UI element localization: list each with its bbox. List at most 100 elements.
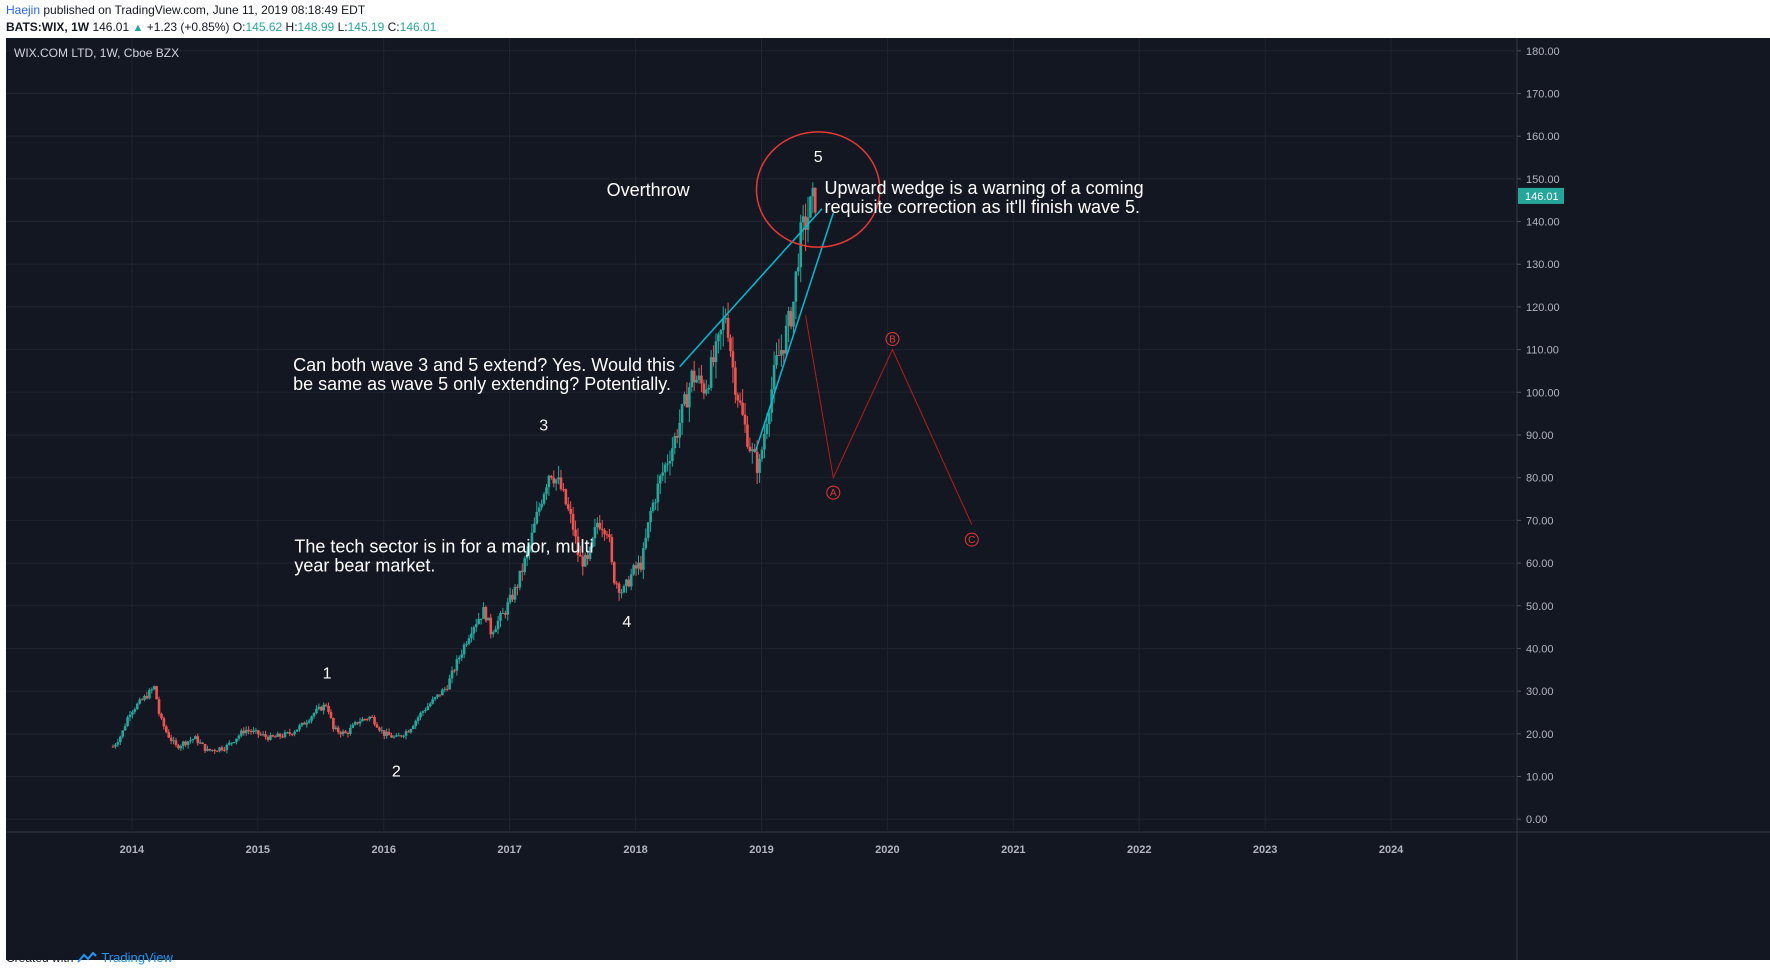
tradingview-brand[interactable]: TradingView (101, 950, 173, 965)
candle-body (126, 717, 129, 727)
candle-body (111, 746, 115, 748)
candle-body (290, 733, 294, 735)
candle-body (116, 742, 120, 745)
candle-body (470, 633, 473, 639)
y-tick-label: 0.00 (1526, 814, 1547, 826)
candle-body (455, 659, 459, 671)
candle-body (261, 734, 265, 736)
candle-body (746, 424, 749, 447)
candle-body (433, 697, 437, 700)
candle-body (162, 718, 166, 727)
x-tick-label: 2020 (875, 844, 899, 856)
candle-body (721, 319, 725, 331)
candle-body (327, 706, 330, 712)
candle-body (344, 731, 347, 733)
candle-body (775, 355, 778, 366)
chart-background (6, 38, 1770, 960)
candle-body (702, 383, 706, 394)
candle-body (675, 436, 679, 438)
candle-body (402, 735, 405, 737)
y-tick-label: 140.00 (1526, 217, 1560, 229)
y-tick-label: 150.00 (1526, 174, 1560, 186)
candle-body (378, 727, 381, 731)
candle-body (310, 716, 313, 721)
candle-body (179, 745, 183, 749)
projection-marker (885, 331, 900, 346)
candle-body (247, 729, 250, 731)
chart-annotation: Can both wave 3 and 5 extend? Yes. Would… (293, 355, 675, 375)
candle-body (797, 267, 800, 272)
candle-body (772, 365, 776, 390)
candle-body (157, 699, 161, 714)
wave-label: 5 (814, 149, 823, 166)
candle-body (627, 579, 631, 587)
candle-body (574, 529, 577, 537)
candle-body (145, 695, 149, 699)
candle-body (223, 749, 226, 751)
candle-body (639, 562, 643, 570)
candle-body (554, 479, 558, 484)
candle-body (206, 748, 209, 751)
y-tick-label: 30.00 (1526, 686, 1554, 698)
candle-body (596, 522, 599, 528)
candle-body (588, 546, 592, 559)
candle-body (809, 196, 812, 218)
candle-body (128, 714, 132, 718)
up-arrow-icon: ▲ (132, 22, 144, 34)
candle-body (792, 301, 795, 327)
candle-body (651, 502, 655, 512)
symbol-label: BATS:WIX, 1W (6, 20, 90, 34)
candle-body (663, 464, 667, 473)
candle-body (387, 731, 391, 736)
candle-body (671, 448, 674, 461)
candle-body (438, 694, 442, 696)
low-value: 145.19 (347, 20, 385, 34)
candle-body (537, 507, 541, 512)
candle-body (707, 387, 711, 390)
candle-body (474, 624, 478, 628)
candle-body (719, 330, 723, 335)
candle-body (397, 735, 401, 737)
candle-body (411, 725, 415, 730)
candle-body (612, 562, 616, 584)
candle-body (283, 732, 287, 737)
candle-body (276, 733, 279, 737)
candle-body (194, 736, 197, 740)
high-label: H: (285, 20, 298, 34)
candle-body (520, 570, 524, 573)
candle-body (591, 538, 594, 547)
candle-body (794, 271, 798, 302)
chart-area[interactable]: 180.00 170.00 160.00 150.00 140.00 130.00 120.… (6, 38, 1770, 960)
candle-body (678, 422, 681, 438)
y-tick-label: 60.00 (1526, 558, 1554, 570)
author-link[interactable]: Haejin (6, 3, 41, 17)
candle-body (373, 717, 376, 725)
candle-body (533, 523, 536, 533)
candle-body (152, 686, 156, 690)
candle-body (666, 463, 669, 465)
candle-body (450, 670, 454, 679)
candle-body (288, 732, 292, 734)
wave-label: 1 (323, 665, 332, 682)
candle-body (644, 537, 648, 549)
price-chart[interactable]: 180.00170.00160.00150.00140.00130.00120.… (6, 38, 1770, 960)
candle-body (382, 730, 386, 736)
candle-body (191, 739, 195, 741)
candle-body (688, 387, 691, 408)
y-tick-label: 80.00 (1526, 473, 1554, 485)
candle-body (215, 750, 219, 752)
candle-body (181, 741, 185, 746)
candle-body (385, 731, 388, 736)
candle-body (257, 730, 260, 735)
candle-body (545, 487, 548, 494)
candle-body (174, 740, 178, 746)
candle-body (300, 722, 304, 726)
open-value: 145.62 (245, 20, 283, 34)
x-tick-label: 2024 (1379, 844, 1404, 856)
candle-body (312, 713, 316, 717)
y-tick-label: 160.00 (1526, 131, 1560, 143)
candle-body (700, 375, 703, 384)
candle-body (697, 375, 701, 380)
candle-body (380, 730, 384, 732)
candle-body (724, 317, 727, 320)
